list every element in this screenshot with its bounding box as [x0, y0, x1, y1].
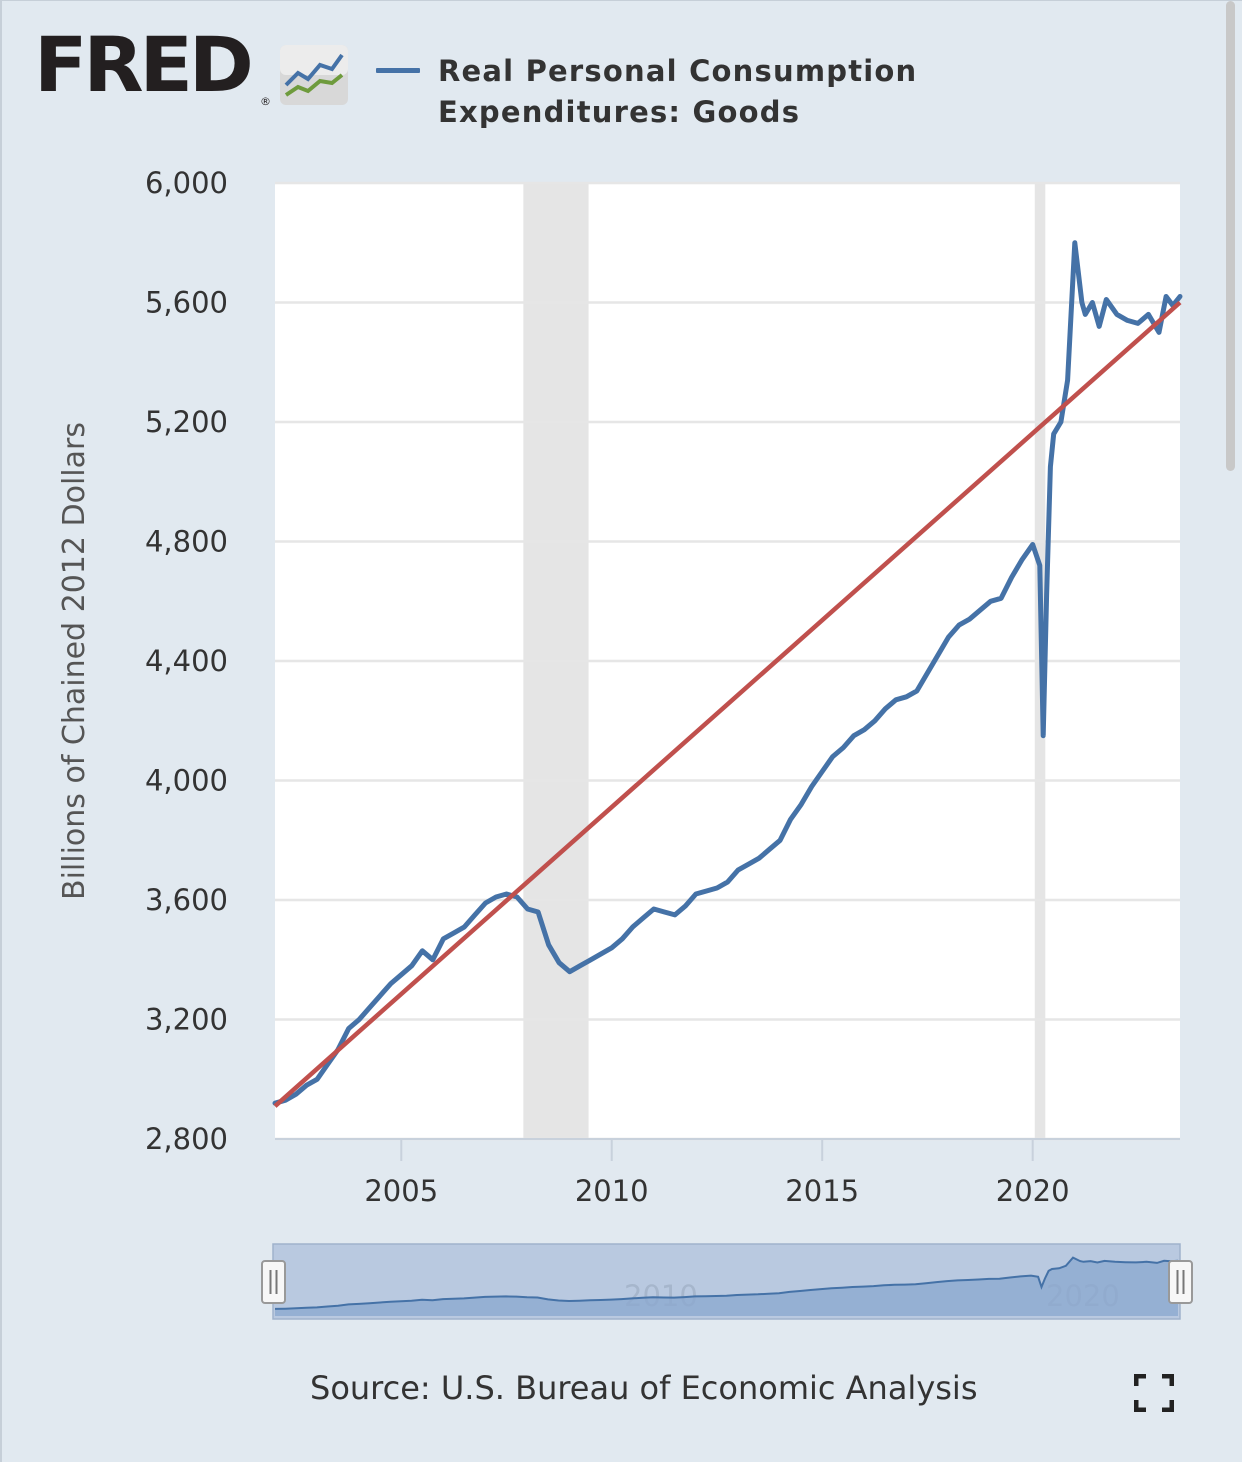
legend-swatch [376, 68, 420, 73]
scrollbar-thumb[interactable] [1226, 1, 1235, 471]
registered-mark: ® [260, 95, 271, 108]
x-tick-label: 2020 [996, 1174, 1070, 1208]
line-chart-icon [280, 45, 348, 105]
y-tick-label: 3,200 [145, 1003, 228, 1037]
navigator-area [275, 1257, 1178, 1316]
y-axis-label: Billions of Chained 2012 Dollars [57, 422, 92, 900]
fullscreen-icon[interactable] [1134, 1374, 1174, 1412]
y-tick-label: 5,200 [145, 405, 228, 439]
y-tick-label: 4,800 [145, 525, 228, 559]
navigator-series-line [274, 1256, 1179, 1310]
y-tick-label: 3,600 [145, 883, 228, 917]
y-tick-label: 4,000 [145, 764, 228, 798]
y-tick-label: 4,400 [145, 644, 228, 678]
x-tick-label: 2010 [575, 1174, 649, 1208]
navigator-left-handle[interactable] [261, 1260, 286, 1304]
trend-line [273, 300, 1182, 1108]
navigator-right-handle[interactable] [1168, 1260, 1193, 1304]
x-tick-label: 2005 [364, 1174, 438, 1208]
y-tick-label: 5,600 [145, 286, 228, 320]
y-tick-label: 2,800 [145, 1122, 228, 1156]
series-line-real-pce-goods [272, 240, 1183, 1106]
y-tick-label: 6,000 [145, 166, 228, 200]
source-note: Source: U.S. Bureau of Economic Analysis [310, 1369, 978, 1407]
x-tick-label: 2015 [785, 1174, 859, 1208]
legend-label-line-1[interactable]: Real Personal Consumption [438, 54, 918, 88]
legend-label-line-2[interactable]: Expenditures: Goods [438, 95, 801, 129]
fred-logo[interactable]: FRED [34, 20, 254, 109]
